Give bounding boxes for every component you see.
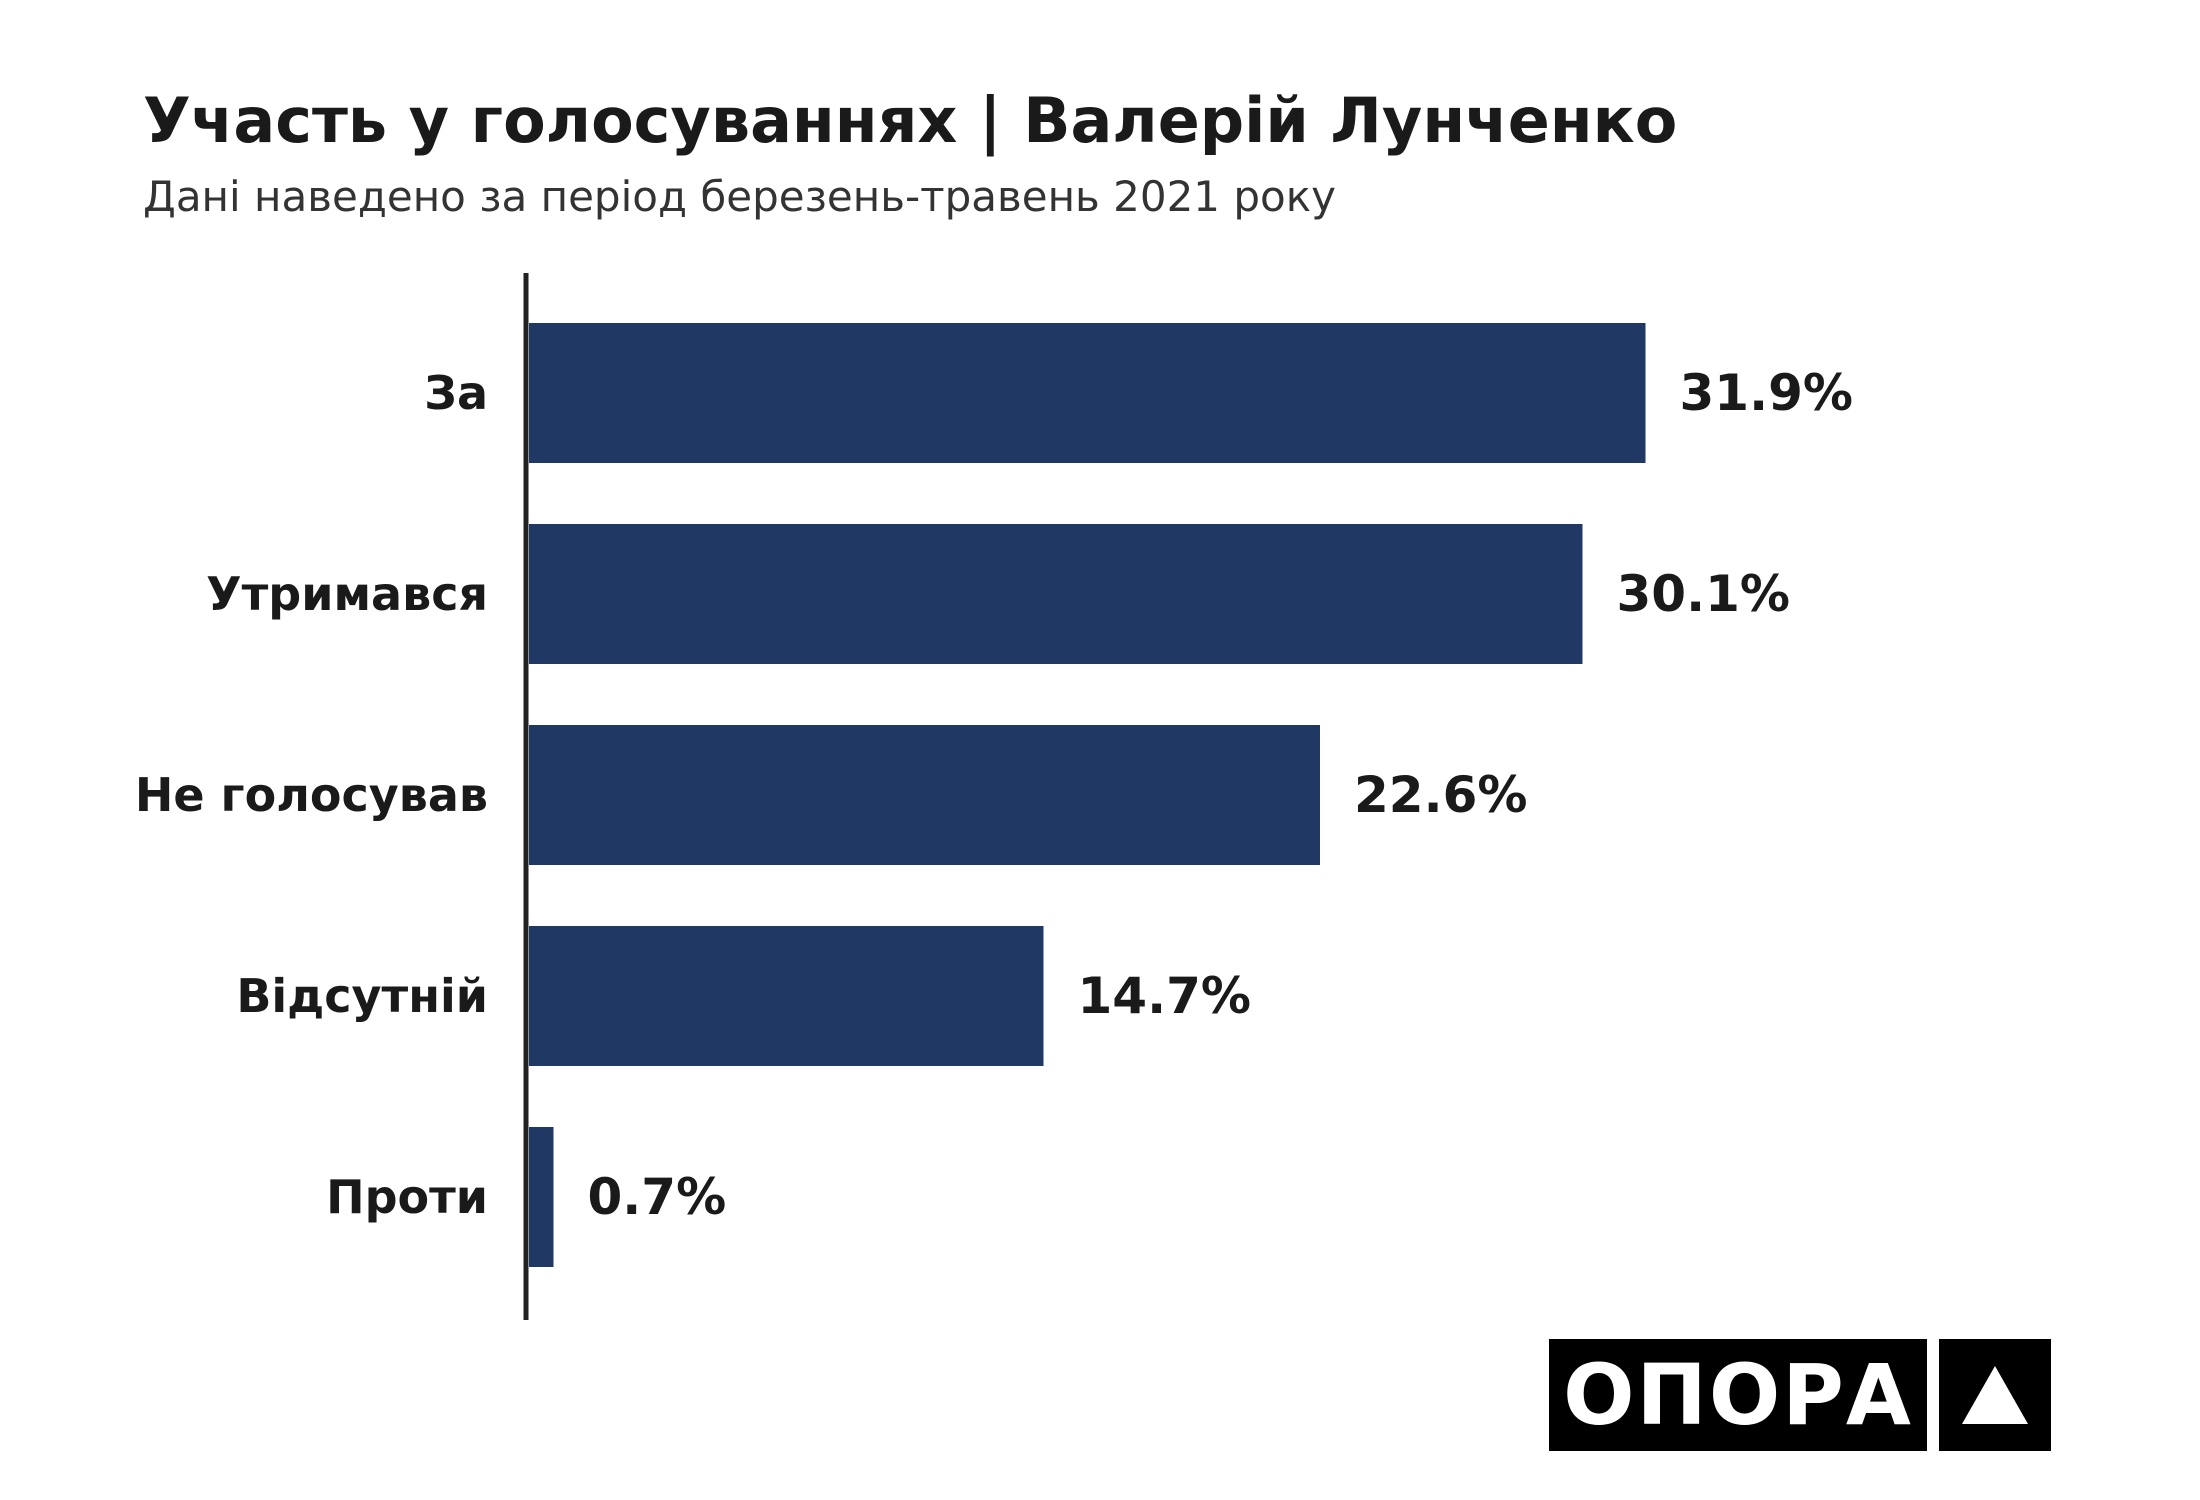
category-label-3: Відсутній — [236, 969, 488, 1023]
category-label-2: Не голосував — [135, 768, 488, 822]
category-label-0: За — [424, 366, 488, 420]
value-label-3: 14.7% — [1078, 967, 1251, 1025]
bar-1 — [529, 524, 1583, 664]
logo-text: ОПОРА — [1563, 1346, 1913, 1444]
opora-logo: ОПОРА — [1549, 1339, 1927, 1451]
bar-0 — [529, 323, 1646, 463]
value-label-1: 30.1% — [1617, 565, 1790, 623]
triangle-icon — [1939, 1339, 2051, 1451]
bars-layer: За 31.9% Утримався 30.1% Не голосував 22.6% Ві… — [135, 323, 1853, 1267]
triangle-icon-shape — [1962, 1366, 2028, 1424]
bar-3 — [529, 926, 1044, 1066]
bar-4 — [529, 1127, 554, 1267]
value-label-4: 0.7% — [588, 1168, 727, 1226]
chart-subtitle: Дані наведено за період березень-травень… — [143, 172, 1336, 221]
chart-title: Участь у голосуваннях | Валерій Лунченко — [143, 84, 1678, 157]
category-label-4: Проти — [326, 1170, 488, 1224]
value-label-0: 31.9% — [1680, 364, 1853, 422]
value-label-2: 22.6% — [1354, 766, 1527, 824]
category-label-1: Утримався — [206, 567, 488, 621]
bar-2 — [529, 725, 1320, 865]
